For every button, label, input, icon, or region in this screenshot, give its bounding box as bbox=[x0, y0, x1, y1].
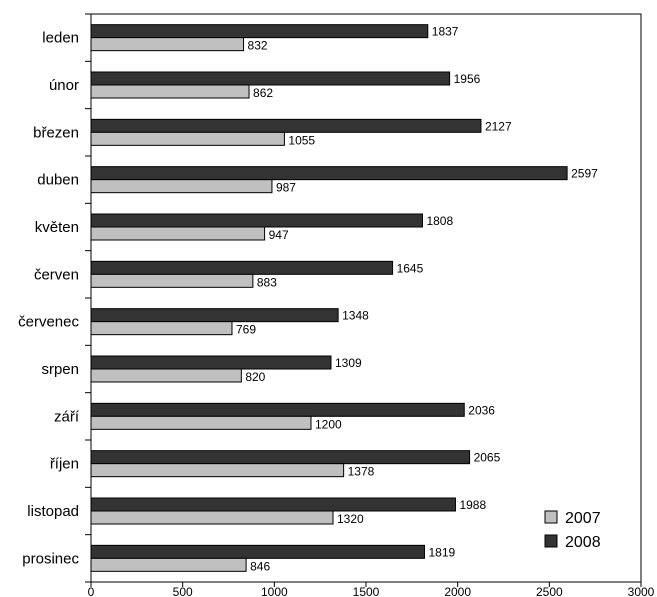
category-label: září bbox=[54, 408, 80, 425]
category-label: leden bbox=[42, 30, 79, 47]
category-label: březen bbox=[33, 124, 79, 141]
data-label-2008: 1956 bbox=[454, 72, 481, 86]
bar-2008 bbox=[90, 355, 332, 370]
data-label-2008: 1988 bbox=[459, 498, 486, 512]
bars-group bbox=[90, 24, 568, 572]
x-tick-label: 2000 bbox=[444, 585, 471, 597]
data-label-2007: 846 bbox=[250, 559, 270, 573]
category-label: duben bbox=[37, 172, 79, 189]
data-label-2008: 2127 bbox=[485, 119, 512, 133]
bar-2008 bbox=[90, 544, 425, 559]
bar-2008 bbox=[90, 260, 394, 275]
legend-swatch-2007 bbox=[544, 510, 558, 524]
bar-2007 bbox=[90, 37, 245, 52]
bar-2008 bbox=[90, 450, 471, 465]
data-label-2008: 1309 bbox=[335, 356, 362, 370]
category-label: únor bbox=[49, 77, 79, 94]
bar-2008 bbox=[90, 308, 339, 323]
bar-2007 bbox=[90, 131, 285, 146]
data-label-2008: 2065 bbox=[474, 451, 501, 465]
x-tick-label: 3000 bbox=[628, 585, 655, 597]
data-label-2007: 1055 bbox=[288, 133, 315, 147]
data-label-2007: 862 bbox=[253, 86, 273, 100]
category-label: srpen bbox=[41, 361, 79, 378]
category-label: říjen bbox=[50, 456, 79, 473]
legend: 2007 2008 bbox=[544, 510, 601, 551]
plot-area bbox=[90, 13, 642, 583]
bar-2007 bbox=[90, 557, 247, 572]
x-tick-label: 0 bbox=[88, 585, 95, 597]
bar-2007 bbox=[90, 273, 254, 288]
category-label: listopad bbox=[27, 503, 79, 520]
data-label-2008: 1645 bbox=[397, 261, 424, 275]
data-label-2007: 832 bbox=[248, 39, 268, 53]
bar-2008 bbox=[90, 497, 456, 512]
data-label-2007: 820 bbox=[245, 370, 265, 384]
category-label: červen bbox=[34, 266, 79, 283]
x-tick-label: 500 bbox=[173, 585, 193, 597]
bar-2007 bbox=[90, 226, 266, 241]
bar-2007 bbox=[90, 368, 242, 383]
bar-2008 bbox=[90, 166, 568, 181]
bar-2008 bbox=[90, 402, 465, 417]
data-label-2008: 1348 bbox=[342, 309, 369, 323]
data-label-2008: 1819 bbox=[428, 545, 455, 559]
bar-2007 bbox=[90, 84, 250, 99]
category-label: červenec bbox=[18, 314, 79, 331]
data-label-2007: 1200 bbox=[315, 417, 342, 431]
bar-2008 bbox=[90, 24, 429, 39]
bar-2007 bbox=[90, 510, 334, 525]
x-tick-label: 1000 bbox=[261, 585, 288, 597]
legend-label-2007: 2007 bbox=[565, 510, 601, 527]
data-label-2007: 883 bbox=[257, 275, 277, 289]
data-label-2008: 1837 bbox=[432, 25, 459, 39]
data-label-2008: 2036 bbox=[468, 403, 495, 417]
bar-2008 bbox=[90, 118, 482, 133]
bar-2007 bbox=[90, 179, 273, 194]
legend-swatch-2008 bbox=[544, 534, 558, 548]
data-label-2007: 947 bbox=[269, 228, 289, 242]
x-tick-label: 1500 bbox=[353, 585, 380, 597]
bar-2007 bbox=[90, 463, 345, 478]
data-labels-group: 1837 832 1956 862 2127 1055 2597 987 1808 947 1645… bbox=[236, 25, 598, 574]
bar-2008 bbox=[90, 71, 451, 86]
bar-2008 bbox=[90, 213, 423, 228]
x-axis-ticks-group: 0 500 1000 1500 2000 2500 3000 bbox=[85, 13, 655, 597]
data-label-2007: 769 bbox=[236, 323, 256, 337]
x-tick-label: 2500 bbox=[536, 585, 563, 597]
data-label-2007: 987 bbox=[276, 181, 296, 195]
data-label-2007: 1378 bbox=[348, 465, 375, 479]
category-label: prosinec bbox=[22, 550, 79, 567]
bar-2007 bbox=[90, 415, 312, 430]
data-label-2007: 1320 bbox=[337, 512, 364, 526]
data-label-2008: 2597 bbox=[571, 167, 598, 181]
data-label-2008: 1808 bbox=[426, 214, 453, 228]
legend-label-2008: 2008 bbox=[565, 534, 601, 551]
bar-2007 bbox=[90, 321, 233, 336]
category-label: květen bbox=[35, 219, 79, 236]
category-labels-group: leden únor březen duben květen červen červenec… bbox=[18, 30, 80, 568]
